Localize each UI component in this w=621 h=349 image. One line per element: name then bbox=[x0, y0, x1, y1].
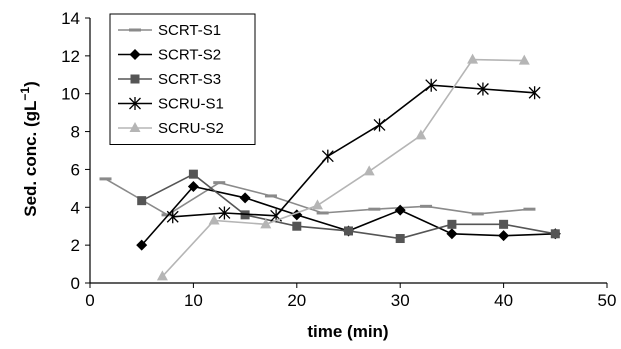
y-tick-label: 12 bbox=[61, 47, 80, 66]
y-axis-title: Sed. conc. (gL−1) bbox=[18, 81, 40, 217]
y-tick-label: 0 bbox=[71, 274, 80, 293]
data-point-asterisk bbox=[528, 86, 541, 100]
series-scrt-s3 bbox=[137, 169, 560, 244]
x-axis-title: time (min) bbox=[307, 322, 388, 341]
data-point-dash bbox=[129, 28, 141, 32]
data-point-square bbox=[344, 226, 353, 236]
axes-group: 0 2 4 6 8 10 12 14 0 10 20 30 40 50 bbox=[61, 9, 616, 310]
data-point-dash bbox=[99, 177, 112, 181]
data-point-diamond bbox=[187, 180, 199, 192]
data-point-triangle bbox=[156, 270, 168, 281]
legend-item-scru-s2: SCRU-S2 bbox=[118, 120, 224, 137]
data-point-dash bbox=[213, 181, 226, 185]
data-point-triangle bbox=[518, 54, 530, 65]
legend-label: SCRU-S1 bbox=[158, 96, 224, 113]
data-point-triangle bbox=[208, 214, 220, 225]
data-point-asterisk bbox=[166, 210, 179, 224]
data-point-triangle bbox=[311, 199, 323, 210]
legend-item-scrt-s3: SCRT-S3 bbox=[118, 71, 221, 88]
data-point-diamond bbox=[446, 228, 458, 240]
data-point-asterisk bbox=[218, 206, 231, 220]
data-point-diamond bbox=[498, 230, 510, 242]
y-axis-title-close: ) bbox=[21, 81, 40, 87]
data-point-dash bbox=[264, 194, 277, 198]
legend-label: SCRT-S3 bbox=[158, 71, 221, 88]
data-point-square bbox=[395, 234, 405, 244]
data-point-square bbox=[137, 196, 147, 206]
y-tick-label: 14 bbox=[61, 9, 80, 28]
legend-label: SCRU-S2 bbox=[158, 120, 224, 137]
data-point-square bbox=[188, 169, 198, 179]
x-tick-label: 40 bbox=[494, 291, 513, 310]
data-point-asterisk bbox=[321, 149, 334, 163]
x-tick-label: 30 bbox=[391, 291, 410, 310]
legend-item-scrt-s1: SCRT-S1 bbox=[118, 22, 221, 39]
data-point-square bbox=[447, 219, 457, 229]
data-point-diamond bbox=[394, 204, 406, 216]
series-scru-s1 bbox=[166, 78, 541, 224]
x-tick-label: 20 bbox=[287, 291, 306, 310]
data-point-triangle bbox=[467, 53, 479, 64]
series-scrt-s1 bbox=[99, 177, 536, 217]
data-point-asterisk bbox=[476, 82, 489, 96]
data-point-dash bbox=[471, 212, 484, 216]
data-point-dash bbox=[420, 204, 433, 208]
x-tick-label: 0 bbox=[85, 291, 94, 310]
data-point-triangle bbox=[129, 122, 141, 132]
data-point-asterisk bbox=[373, 118, 386, 132]
y-tick-label: 10 bbox=[61, 85, 80, 104]
data-point-triangle bbox=[260, 218, 272, 229]
series-line bbox=[105, 178, 530, 216]
data-point-dash bbox=[368, 207, 381, 211]
data-point-asterisk bbox=[129, 97, 141, 110]
data-point-diamond bbox=[239, 192, 251, 204]
data-point-diamond bbox=[136, 239, 148, 251]
data-point-triangle bbox=[363, 165, 375, 176]
y-tick-label: 4 bbox=[71, 198, 80, 217]
y-tick-label: 2 bbox=[71, 236, 80, 255]
data-point-triangle bbox=[415, 129, 427, 140]
data-point-asterisk bbox=[425, 78, 438, 92]
x-tick-label: 50 bbox=[598, 291, 617, 310]
legend-item-scru-s1: SCRU-S1 bbox=[118, 96, 224, 113]
data-point-diamond bbox=[129, 49, 141, 60]
data-point-dash bbox=[523, 207, 536, 211]
y-tick-label: 6 bbox=[71, 160, 80, 179]
x-tick-label: 10 bbox=[184, 291, 203, 310]
series-scrt-s2 bbox=[136, 180, 561, 251]
data-point-square bbox=[550, 229, 560, 239]
series-layer bbox=[99, 53, 561, 281]
legend-label: SCRT-S1 bbox=[158, 22, 221, 39]
series-line bbox=[172, 84, 535, 218]
legend-label: SCRT-S2 bbox=[158, 47, 221, 64]
y-axis-title-main: Sed. conc. (gL bbox=[21, 101, 40, 217]
y-tick-label: 8 bbox=[71, 123, 80, 142]
series-scru-s2 bbox=[156, 53, 530, 281]
data-point-square bbox=[130, 74, 140, 84]
data-point-square bbox=[292, 221, 302, 231]
legend: SCRT-S1 SCRT-S2 SCRT-S3 SCRU-S1 SCRU-S2 bbox=[109, 13, 256, 145]
data-point-dash bbox=[316, 211, 329, 215]
legend-item-scrt-s2: SCRT-S2 bbox=[118, 47, 221, 64]
data-point-square bbox=[499, 219, 509, 229]
y-axis-title-superscript: −1 bbox=[18, 87, 32, 101]
series-line bbox=[161, 58, 525, 277]
